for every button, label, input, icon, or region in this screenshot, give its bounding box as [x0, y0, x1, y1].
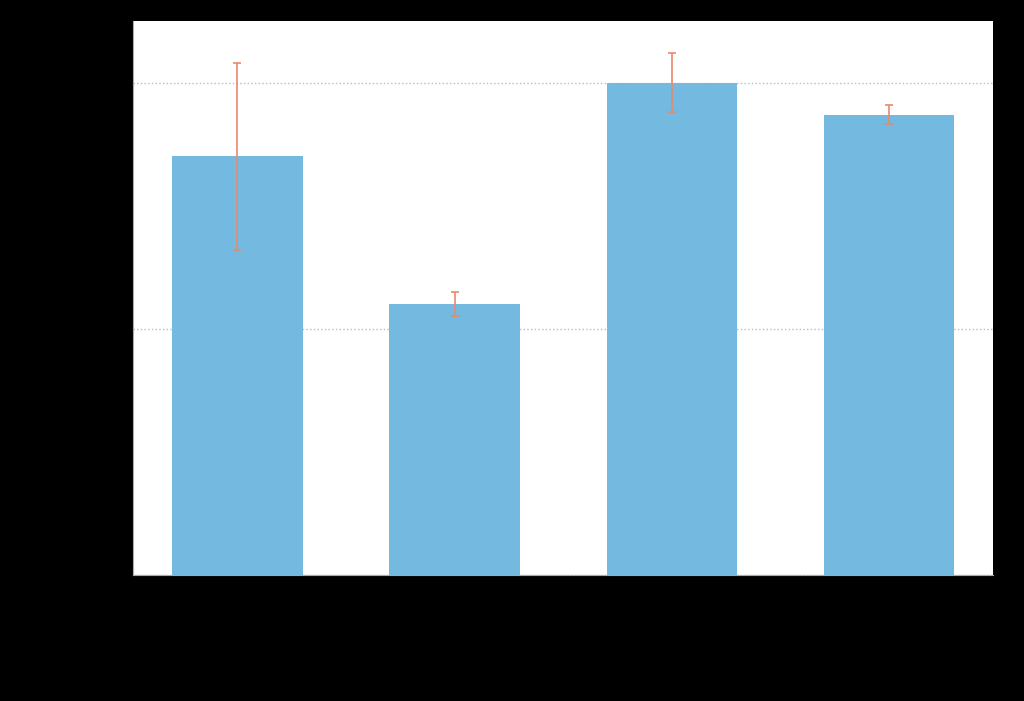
Bar [172, 156, 302, 575]
Y-axis label: Número de cópias: Número de cópias [73, 191, 98, 405]
Bar [389, 304, 520, 575]
Bar [824, 114, 954, 575]
Bar [606, 83, 737, 575]
